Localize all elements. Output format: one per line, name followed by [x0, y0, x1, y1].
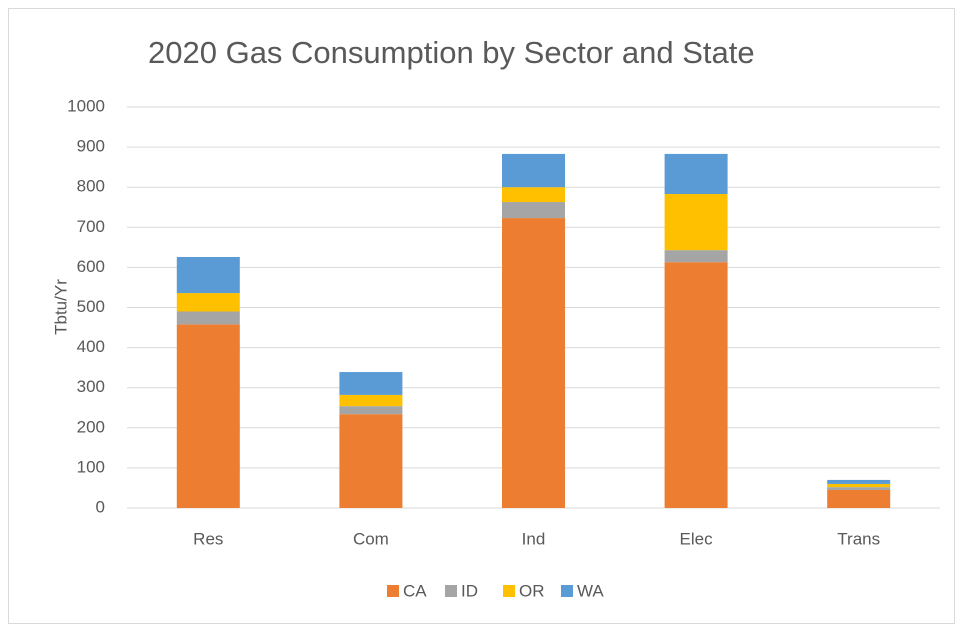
bar-segment [176, 324, 240, 508]
y-tick-label: 300 [77, 377, 105, 396]
chart-title: 2020 Gas Consumption by Sector and State [148, 35, 755, 70]
legend-label: CA [403, 581, 427, 600]
bar-segment [339, 372, 403, 395]
legend-swatch [561, 585, 573, 597]
x-tick-label: Res [193, 529, 223, 548]
bar-segment [502, 218, 565, 508]
y-tick-label: 1000 [67, 96, 105, 115]
y-tick-label: 800 [77, 177, 105, 196]
bar-segment [827, 489, 891, 508]
legend-swatch [445, 585, 457, 597]
bar-segment [502, 187, 565, 203]
y-tick-label: 200 [77, 417, 105, 436]
y-tick-label: 400 [77, 337, 105, 356]
bar-segment [664, 262, 728, 508]
y-tick-label: 700 [77, 217, 105, 236]
y-tick-label: 0 [96, 497, 105, 516]
y-tick-label: 500 [77, 297, 105, 316]
chart-frame [8, 8, 955, 624]
bar-segment [176, 293, 240, 312]
bar-segment [339, 394, 403, 407]
x-tick-label: Trans [837, 529, 880, 548]
bar-segment [827, 487, 891, 490]
legend-label: WA [577, 581, 604, 600]
bar-segment [664, 250, 728, 263]
bar-segment [176, 311, 240, 325]
bar-segment [502, 202, 565, 219]
bar-segment [502, 153, 565, 188]
legend-swatch [387, 585, 399, 597]
x-tick-label: Elec [680, 529, 714, 548]
bar-segment [664, 194, 728, 251]
bar-segment [339, 406, 403, 415]
y-tick-label: 600 [77, 257, 105, 276]
y-axis-label: Tbtu/Yr [51, 279, 70, 335]
bar-segment [339, 414, 403, 508]
bar-segment [664, 153, 728, 195]
bar-segment [827, 483, 891, 488]
legend-swatch [503, 585, 515, 597]
x-tick-label: Com [353, 529, 389, 548]
y-tick-label: 100 [77, 457, 105, 476]
x-tick-label: Ind [522, 529, 546, 548]
legend-label: ID [461, 581, 478, 600]
bar-segment [827, 479, 891, 484]
bar-segment [176, 256, 240, 294]
y-tick-label: 900 [77, 137, 105, 156]
legend-label: OR [519, 581, 545, 600]
